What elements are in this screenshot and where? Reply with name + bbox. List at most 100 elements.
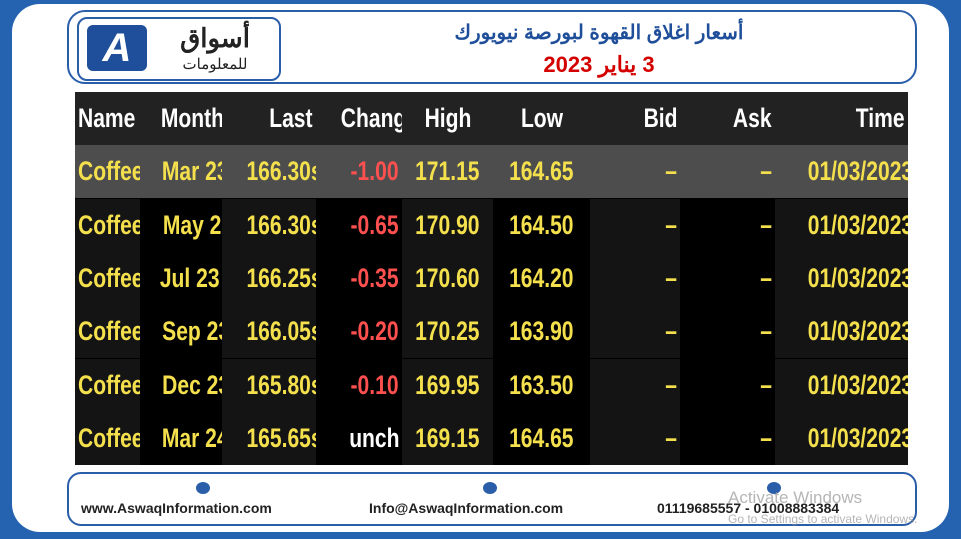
cell-text: – bbox=[665, 262, 677, 293]
footer: www.AswaqInformation.com Info@AswaqInfor… bbox=[67, 472, 917, 526]
cell-text: Month bbox=[160, 103, 222, 133]
cell-text: Mar 23 bbox=[161, 156, 222, 187]
table-cell: -1.00 bbox=[316, 145, 402, 199]
table-cell: 171.15 bbox=[402, 145, 493, 199]
column-header: Ask bbox=[680, 92, 775, 145]
cell-text: 169.15 bbox=[415, 422, 480, 453]
table-cell: Coffee bbox=[75, 411, 140, 465]
cell-text: High bbox=[424, 103, 471, 133]
cell-text: 01/03/2023 bbox=[807, 369, 908, 400]
table-cell: 170.90 bbox=[402, 198, 493, 252]
table-cell: Mar 24 bbox=[140, 411, 222, 465]
cell-text: – bbox=[665, 316, 677, 347]
cell-text: -1.00 bbox=[350, 156, 399, 187]
table-cell: 170.25 bbox=[402, 305, 493, 359]
cell-text: – bbox=[760, 262, 772, 293]
cell-text: 166.25s bbox=[246, 262, 316, 293]
cell-text: Coffee bbox=[78, 156, 140, 187]
web-icon bbox=[196, 482, 210, 494]
table-cell: Mar 23 bbox=[140, 145, 222, 199]
cell-text: 171.15 bbox=[415, 156, 480, 187]
cell-text: 170.25 bbox=[415, 316, 480, 347]
column-header: Low bbox=[493, 92, 590, 145]
table-cell: 165.80s bbox=[222, 358, 316, 412]
table-cell: 01/03/2023 bbox=[775, 251, 908, 305]
cell-text: Jul 23 bbox=[159, 262, 220, 293]
table-cell: 169.95 bbox=[402, 358, 493, 412]
table-cell: Jul 23 bbox=[140, 251, 222, 305]
table-cell: – bbox=[590, 251, 680, 305]
cell-text: – bbox=[665, 369, 677, 400]
table-cell: – bbox=[590, 305, 680, 359]
table-cell: – bbox=[590, 145, 680, 199]
cell-text: 163.50 bbox=[509, 369, 574, 400]
cell-text: 166.05s bbox=[246, 316, 316, 347]
cell-text: Coffee bbox=[78, 316, 140, 347]
table-cell: – bbox=[590, 198, 680, 252]
cell-text: -0.20 bbox=[350, 316, 399, 347]
table-cell: Dec 23 bbox=[140, 358, 222, 412]
watermark: Activate Windows bbox=[728, 488, 863, 507]
logo: A أسواق للمعلومات bbox=[77, 17, 281, 81]
table-cell: – bbox=[680, 198, 775, 252]
cell-text: 01/03/2023 bbox=[807, 316, 908, 347]
cell-text: Coffee bbox=[78, 209, 140, 240]
phones: 01119685557 - 01008883384 bbox=[657, 500, 840, 516]
table-cell: 163.90 bbox=[493, 305, 590, 359]
table-cell: 01/03/2023 bbox=[775, 358, 908, 412]
table-cell: 01/03/2023 bbox=[775, 198, 908, 252]
table-cell: -0.65 bbox=[316, 198, 402, 252]
table-cell: unch bbox=[316, 411, 402, 465]
table-cell: Coffee bbox=[75, 145, 140, 199]
table-cell: May 23 bbox=[140, 198, 222, 252]
table-cell: 01/03/2023 bbox=[775, 305, 908, 359]
column-header: Name bbox=[75, 92, 140, 145]
cell-text: 170.90 bbox=[415, 209, 480, 240]
cell-text: – bbox=[760, 209, 772, 240]
cell-text: 169.95 bbox=[415, 369, 480, 400]
header: A أسواق للمعلومات أسعار اغلاق القهوة لبو… bbox=[67, 10, 917, 84]
table-cell: 01/03/2023 bbox=[775, 145, 908, 199]
cell-text: unch bbox=[348, 422, 399, 453]
table-cell: 165.65s bbox=[222, 411, 316, 465]
cell-text: – bbox=[665, 156, 677, 187]
date: 3 يناير 2023 bbox=[543, 52, 655, 77]
cell-text: 165.65s bbox=[246, 422, 316, 453]
table-cell: 164.65 bbox=[493, 411, 590, 465]
cell-text: – bbox=[665, 209, 677, 240]
table-cell: Sep 23 bbox=[140, 305, 222, 359]
cell-text: 01/03/2023 bbox=[807, 422, 908, 453]
table-cell: 164.50 bbox=[493, 198, 590, 252]
cell-text: – bbox=[760, 369, 772, 400]
table-cell: – bbox=[680, 251, 775, 305]
table-cell: – bbox=[590, 411, 680, 465]
cell-text: 01/03/2023 bbox=[807, 209, 908, 240]
cell-text: Bid bbox=[643, 103, 677, 133]
website: www.AswaqInformation.com bbox=[81, 500, 272, 516]
cell-text: 164.50 bbox=[509, 209, 574, 240]
cell-text: Coffee bbox=[78, 262, 140, 293]
table-cell: Coffee bbox=[75, 305, 140, 359]
logo-main: أسواق bbox=[180, 23, 250, 53]
cell-text: Mar 24 bbox=[161, 422, 222, 453]
table-cell: 169.15 bbox=[402, 411, 493, 465]
phone-icon bbox=[767, 482, 781, 494]
cell-text: Change bbox=[340, 103, 402, 133]
cell-text: Sep 23 bbox=[162, 316, 222, 347]
email: Info@AswaqInformation.com bbox=[369, 500, 564, 516]
watermark-sub: Go to Settings to activate Windows. bbox=[728, 512, 918, 526]
cell-text: Low bbox=[520, 103, 563, 133]
table-cell: Coffee bbox=[75, 358, 140, 412]
cell-text: -0.65 bbox=[350, 209, 399, 240]
cell-text: 166.30s bbox=[246, 156, 316, 187]
table: Name Month Last Change High Low Bid Ask Time Coff… bbox=[75, 92, 908, 465]
column-header: High bbox=[402, 92, 493, 145]
cell-text: Last bbox=[269, 103, 313, 133]
table-cell: Coffee bbox=[75, 251, 140, 305]
cell-text: 164.65 bbox=[509, 422, 574, 453]
cell-text: – bbox=[760, 316, 772, 347]
column-header: Month bbox=[140, 92, 222, 145]
table-cell: – bbox=[680, 305, 775, 359]
cell-text: 164.65 bbox=[509, 156, 574, 187]
cell-text: – bbox=[665, 422, 677, 453]
